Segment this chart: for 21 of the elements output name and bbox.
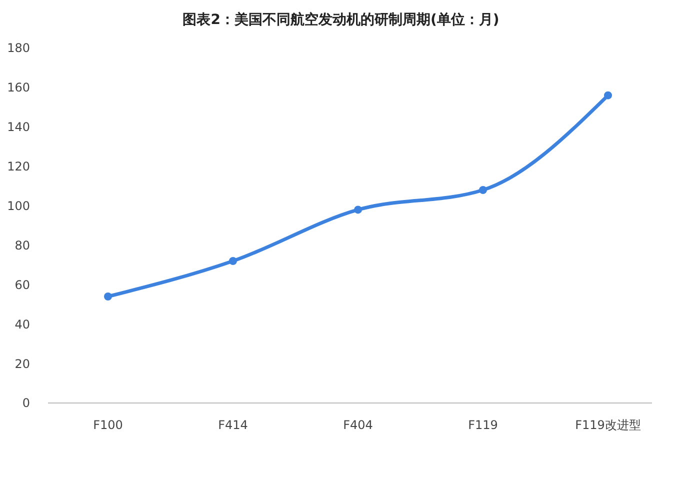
y-tick-label: 0 [22, 396, 30, 410]
x-tick-label: F119改进型 [575, 418, 641, 432]
point [229, 257, 237, 265]
y-tick-label: 20 [14, 356, 30, 371]
point [104, 292, 112, 300]
y-tick-label: 60 [14, 278, 30, 292]
y-tick-label: 120 [7, 160, 30, 174]
y-tick-label: 180 [7, 41, 30, 56]
y-tick-label: 40 [14, 317, 30, 332]
point [604, 91, 612, 100]
y-tick-label: 160 [7, 80, 30, 95]
point [479, 186, 487, 194]
chart-title: 图表2：美国不同航空发动机的研制周期(单位：月) [182, 11, 500, 28]
x-tick-label: F414 [218, 418, 248, 432]
x-tick-label: F404 [343, 418, 373, 432]
x-tick-label: F119 [468, 418, 498, 432]
x-tick-label: F100 [93, 418, 123, 432]
point [354, 206, 362, 214]
y-tick-label: 100 [7, 198, 30, 213]
y-tick-label: 140 [7, 120, 30, 134]
y-tick-label: 80 [14, 238, 30, 252]
